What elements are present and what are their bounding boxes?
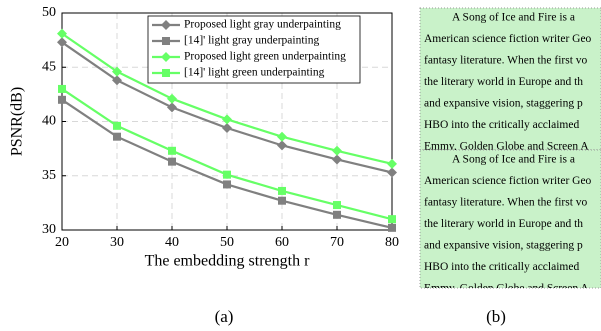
legend-marker (162, 37, 170, 45)
x-tick-label: 40 (165, 235, 179, 250)
caption: (a) (215, 307, 234, 326)
marker (223, 171, 231, 179)
x-tick-label: 50 (220, 235, 234, 250)
page: 303540455020304050607080The embedding st… (0, 0, 601, 331)
figure: 303540455020304050607080The embedding st… (0, 0, 601, 331)
marker (387, 159, 397, 169)
text-line: A Song of Ice and Fire is a (452, 154, 575, 166)
marker (222, 114, 232, 124)
legend-marker (162, 69, 170, 77)
legend-label: Proposed light gray underpainting (184, 19, 341, 31)
x-tick-label: 70 (330, 235, 344, 250)
y-tick-label: 50 (42, 5, 56, 20)
x-axis-label: The embedding strength r (145, 253, 311, 270)
marker (113, 122, 121, 130)
y-tick-label: 30 (42, 222, 56, 237)
x-tick-label: 30 (110, 235, 124, 250)
text-line: Emmy, Golden Globe and Screen A (424, 283, 589, 295)
marker (333, 201, 341, 209)
caption: (b) (486, 307, 506, 326)
text-line: HBO into the critically acclaimed (424, 261, 579, 273)
legend-label: [14]' light green underpainting (184, 67, 325, 79)
marker (222, 123, 232, 133)
marker (168, 147, 176, 155)
y-tick-label: 40 (42, 114, 56, 129)
text-line: and expansive vision, staggering p (424, 240, 583, 252)
x-tick-label: 60 (275, 235, 289, 250)
text-line: the literary world in Europe and th (424, 218, 583, 230)
marker (167, 94, 177, 104)
legend-label: [14]' light gray underpainting (184, 35, 319, 47)
text-line: A Song of Ice and Fire is a (452, 12, 575, 24)
marker (388, 215, 396, 223)
legend-label: Proposed light green underpainting (184, 51, 346, 63)
marker (277, 140, 287, 150)
marker (167, 102, 177, 112)
x-tick-label: 20 (55, 235, 69, 250)
y-tick-label: 45 (42, 59, 56, 74)
marker (168, 158, 176, 166)
marker (388, 224, 396, 232)
marker (58, 85, 66, 93)
y-axis-label: PSNR(dB) (9, 87, 26, 156)
marker (332, 146, 342, 156)
marker (278, 187, 286, 195)
marker (387, 167, 397, 177)
text-line: fantasy literature. When the first vo (424, 197, 588, 209)
text-line: HBO into the critically acclaimed (424, 119, 579, 131)
text-line: and expansive vision, staggering p (424, 98, 583, 110)
x-tick-label: 80 (385, 235, 399, 250)
text-line: the literary world in Europe and th (424, 76, 583, 88)
marker (58, 96, 66, 104)
panel-b: A Song of Ice and Fire is a American scie… (420, 8, 601, 295)
text-line: American science fiction writer Geo (424, 33, 592, 45)
text-line: fantasy literature. When the first vo (424, 55, 588, 67)
marker (113, 133, 121, 141)
marker (277, 132, 287, 142)
marker (278, 197, 286, 205)
y-tick-label: 35 (42, 168, 56, 183)
text-line: American science fiction writer Geo (424, 175, 592, 187)
marker (223, 180, 231, 188)
marker (332, 154, 342, 164)
marker (333, 211, 341, 219)
